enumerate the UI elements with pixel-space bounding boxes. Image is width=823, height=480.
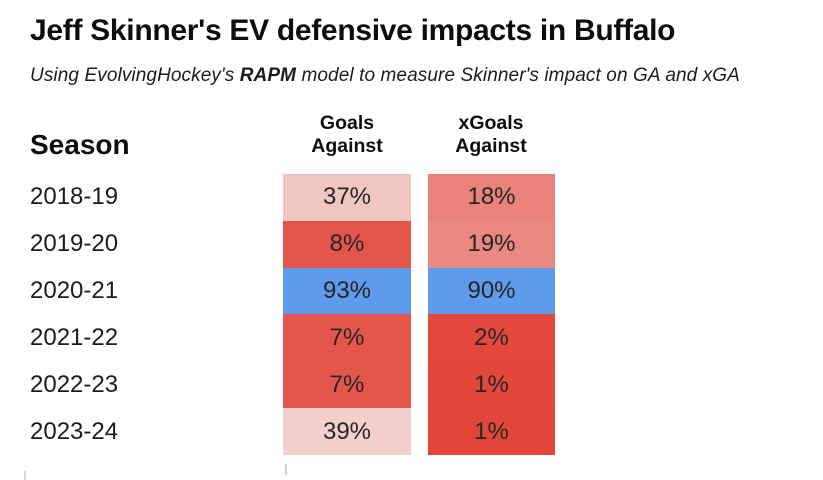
- xgoals-against-cell: 19%: [428, 220, 555, 268]
- season-label: 2021-22: [30, 323, 119, 351]
- subtitle-rapm-bold: RAPM: [239, 65, 297, 86]
- goals-against-cell: 39%: [283, 408, 411, 455]
- goals-against-column: 37% 8% 93% 7% 7% 39%: [283, 174, 411, 455]
- column-header-line: Against: [311, 135, 383, 157]
- column-header-line: Against: [455, 135, 527, 157]
- column-header-line: Goals: [319, 112, 375, 134]
- goals-against-cell: 7%: [283, 361, 411, 409]
- column-header-line: xGoals: [458, 112, 524, 134]
- goals-against-cell: 8%: [283, 220, 411, 268]
- season-labels-column: 2018-19 2019-20 2020-21 2021-22 2022-23 …: [30, 174, 118, 455]
- subtitle: Using EvolvingHockey's RAPM model to mea…: [30, 65, 740, 87]
- scrollbar-artifact: [285, 464, 287, 475]
- column-header-goals-against: Goals Against: [262, 112, 432, 158]
- goals-against-cell: 37%: [283, 174, 411, 221]
- scrollbar-artifact: [24, 471, 26, 480]
- xgoals-against-cell: 2%: [428, 314, 555, 362]
- season-label: 2022-23: [30, 370, 119, 398]
- column-header-xgoals-against: xGoals Against: [406, 112, 576, 158]
- season-label: 2019-20: [30, 230, 119, 258]
- goals-against-cell: 7%: [283, 314, 411, 362]
- goals-against-cell: 93%: [283, 267, 411, 315]
- season-label: 2023-24: [30, 417, 119, 445]
- xgoals-against-cell: 18%: [428, 174, 555, 221]
- season-label: 2020-21: [30, 277, 119, 305]
- xgoals-against-cell: 1%: [428, 361, 555, 409]
- xgoals-against-cell: 1%: [428, 408, 555, 455]
- subtitle-text-prefix: Using EvolvingHockey's: [30, 65, 240, 86]
- season-label: 2018-19: [30, 183, 119, 211]
- page-title: Jeff Skinner's EV defensive impacts in B…: [30, 14, 676, 47]
- xgoals-against-column: 18% 19% 90% 2% 1% 1%: [428, 174, 555, 455]
- season-column-header: Season: [30, 129, 130, 160]
- xgoals-against-cell: 90%: [428, 267, 555, 315]
- subtitle-text-suffix: model to measure Skinner's impact on GA …: [296, 65, 740, 86]
